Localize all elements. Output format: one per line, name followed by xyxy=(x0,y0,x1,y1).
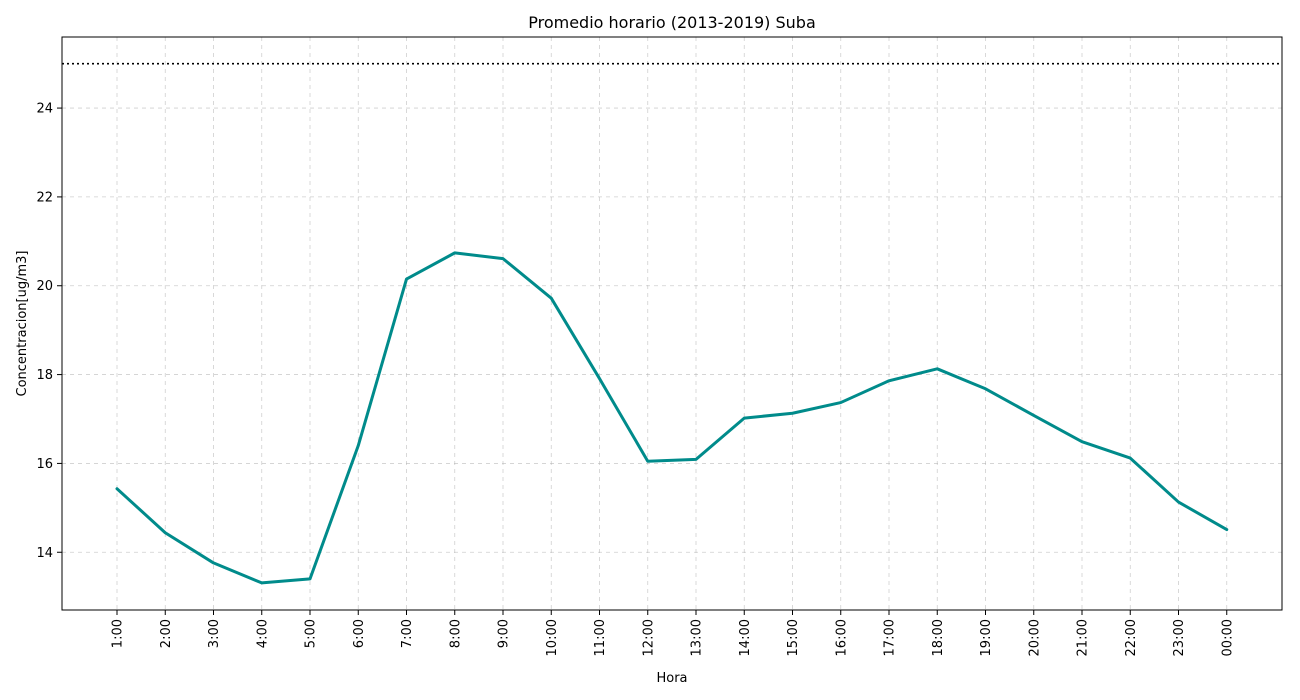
y-tick-label: 18 xyxy=(36,368,53,383)
x-tick-label: 2:00 xyxy=(159,619,174,648)
series-group xyxy=(115,251,1229,585)
x-tick-label: 23:00 xyxy=(1172,619,1187,656)
x-tick-label: 3:00 xyxy=(207,619,222,648)
x-tick-label: 20:00 xyxy=(1027,619,1042,656)
y-tick-label: 14 xyxy=(36,546,53,561)
y-axis-label: Concentracion[ug/m3] xyxy=(15,251,30,397)
x-tick-label: 11:00 xyxy=(593,619,608,656)
x-tick-label: 1:00 xyxy=(111,619,126,648)
x-tick-label: 21:00 xyxy=(1076,619,1091,656)
chart-title: Promedio horario (2013-2019) Suba xyxy=(528,13,816,32)
y-axis: 14 16 18 20 22 24 xyxy=(36,102,62,561)
x-tick-label: 15:00 xyxy=(786,619,801,656)
x-tick-label: 10:00 xyxy=(545,619,560,656)
x-tick-label: 7:00 xyxy=(400,619,415,648)
x-tick-label: 14:00 xyxy=(738,619,753,656)
x-tick-label: 9:00 xyxy=(497,619,512,648)
grid xyxy=(62,37,1282,610)
y-tick-label: 20 xyxy=(36,279,53,294)
x-tick-label: 16:00 xyxy=(834,619,849,656)
y-tick-label: 16 xyxy=(36,457,53,472)
x-axis-label: Hora xyxy=(656,671,687,686)
x-tick-label: 13:00 xyxy=(690,619,705,656)
y-tick-label: 24 xyxy=(36,102,53,117)
y-tick-label: 22 xyxy=(36,190,53,205)
x-tick-label: 17:00 xyxy=(883,619,898,656)
x-tick-label: 5:00 xyxy=(304,619,319,648)
plot-frame xyxy=(61,36,1283,611)
x-tick-label: 12:00 xyxy=(641,619,656,656)
x-tick-label: 18:00 xyxy=(931,619,946,656)
series-line xyxy=(115,251,1229,585)
x-tick-label: 6:00 xyxy=(352,619,367,648)
x-tick-label: 8:00 xyxy=(448,619,463,648)
x-axis: 1:00 2:00 3:00 4:00 5:00 6:00 7:00 8:00 9:00 10:0… xyxy=(111,610,1235,656)
x-tick-label: 4:00 xyxy=(255,619,270,648)
x-tick-label: 00:00 xyxy=(1220,619,1235,656)
x-tick-label: 22:00 xyxy=(1124,619,1139,656)
x-tick-label: 19:00 xyxy=(979,619,994,656)
